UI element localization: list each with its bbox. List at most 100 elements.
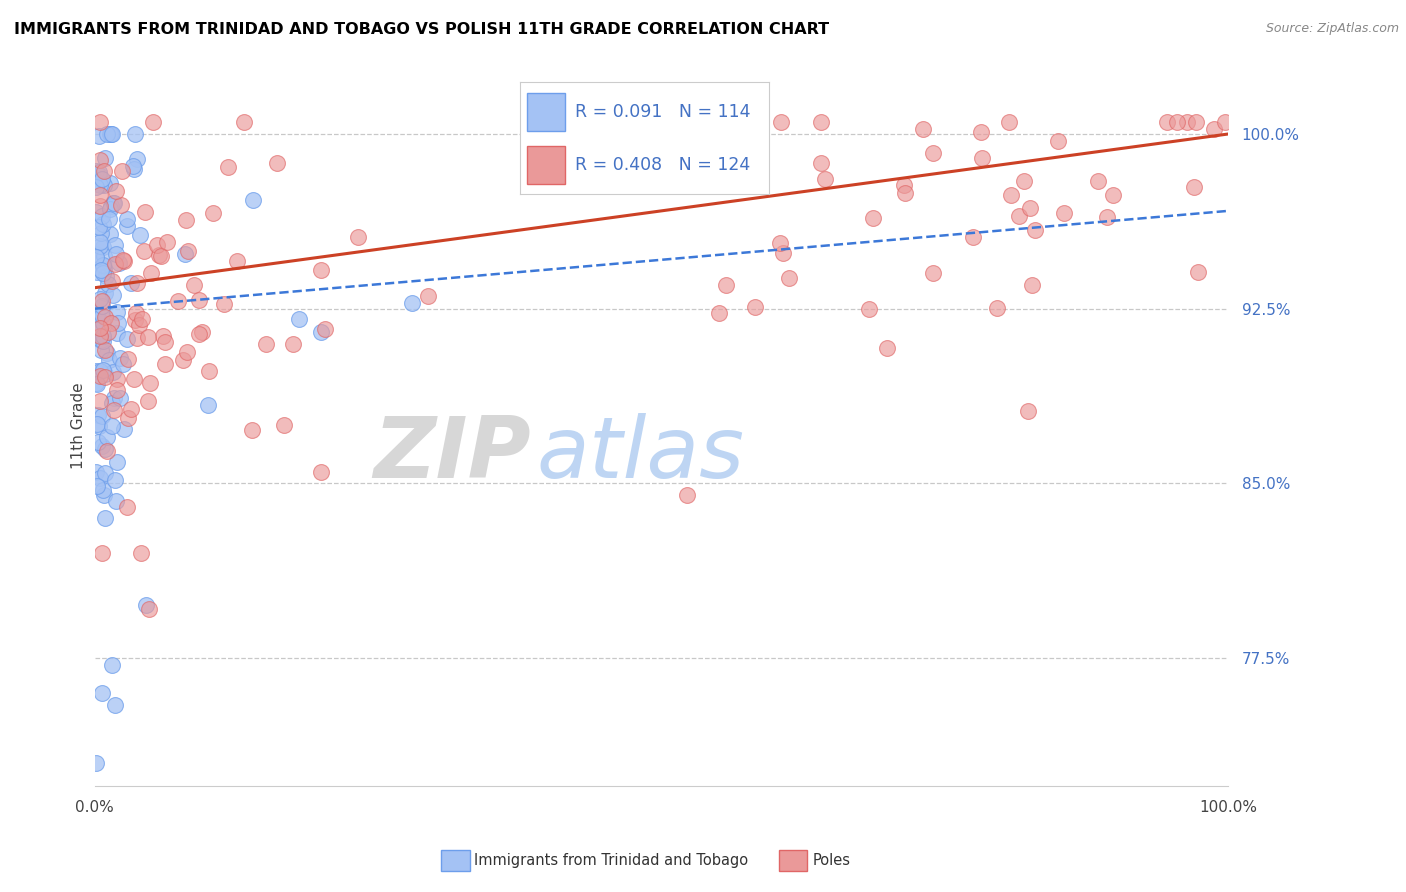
Point	[814, 171, 837, 186]
Point	[176, 344, 198, 359]
Point	[91, 334, 114, 348]
Point	[87, 408, 110, 422]
Point	[97, 277, 120, 291]
Point	[84, 465, 107, 479]
Point	[101, 396, 124, 410]
Point	[98, 353, 121, 368]
Point	[1166, 115, 1188, 129]
Point	[191, 326, 214, 340]
Point	[87, 128, 110, 143]
Point	[810, 115, 832, 129]
Point	[89, 321, 111, 335]
Point	[98, 211, 121, 226]
Point	[91, 308, 114, 322]
Point	[98, 227, 121, 242]
Point	[167, 294, 190, 309]
Point	[91, 440, 114, 454]
Point	[858, 302, 880, 317]
Point	[103, 195, 125, 210]
Point	[136, 330, 159, 344]
Point	[1000, 188, 1022, 202]
Point	[997, 115, 1019, 129]
Point	[91, 240, 114, 254]
Point	[89, 235, 111, 250]
Point	[309, 465, 332, 479]
Point	[183, 277, 205, 292]
Point	[84, 376, 107, 390]
Point	[104, 473, 127, 487]
Point	[188, 293, 211, 308]
Point	[89, 328, 111, 343]
Point	[93, 249, 115, 263]
Text: IMMIGRANTS FROM TRINIDAD AND TOBAGO VS POLISH 11TH GRADE CORRELATION CHART: IMMIGRANTS FROM TRINIDAD AND TOBAGO VS P…	[14, 22, 830, 37]
Point	[96, 429, 118, 443]
Point	[1024, 223, 1046, 237]
Point	[89, 188, 111, 202]
Point	[810, 155, 832, 169]
Point	[91, 258, 114, 272]
Point	[254, 336, 277, 351]
Point	[101, 419, 124, 434]
Point	[120, 401, 142, 416]
Point	[89, 364, 111, 378]
Point	[676, 488, 699, 502]
Point	[311, 263, 333, 277]
Point	[153, 334, 176, 349]
Point	[138, 602, 160, 616]
Point	[105, 326, 128, 341]
Point	[89, 115, 111, 129]
Point	[346, 230, 368, 244]
Point	[266, 156, 288, 170]
Point	[93, 442, 115, 456]
Point	[198, 364, 221, 378]
Point	[91, 217, 114, 231]
Point	[101, 274, 124, 288]
Point	[87, 165, 110, 179]
Point	[111, 252, 134, 267]
Point	[98, 176, 121, 190]
Point	[89, 470, 111, 484]
Point	[1021, 277, 1043, 292]
Point	[287, 311, 309, 326]
Point	[1182, 179, 1205, 194]
Point	[217, 160, 239, 174]
Point	[911, 121, 934, 136]
Point	[84, 205, 107, 219]
Point	[104, 256, 127, 270]
Point	[104, 698, 127, 712]
Point	[150, 249, 173, 263]
Point	[862, 211, 884, 225]
Point	[176, 213, 198, 227]
Point	[107, 316, 129, 330]
Point	[1087, 173, 1109, 187]
Point	[115, 500, 138, 514]
Point	[93, 467, 115, 481]
Point	[96, 346, 118, 360]
Point	[120, 276, 142, 290]
Point	[177, 244, 200, 259]
Point	[91, 686, 114, 700]
Point	[84, 250, 107, 264]
Point	[89, 178, 111, 192]
Point	[401, 296, 423, 310]
Point	[124, 127, 146, 141]
Text: Source: ZipAtlas.com: Source: ZipAtlas.com	[1265, 22, 1399, 36]
Point	[117, 411, 139, 425]
Point	[711, 160, 734, 174]
Point	[1202, 121, 1225, 136]
Point	[103, 392, 125, 406]
Point	[1053, 206, 1076, 220]
Point	[1102, 188, 1125, 202]
Point	[101, 288, 124, 302]
Point	[125, 152, 148, 166]
Point	[87, 435, 110, 450]
Point	[240, 424, 263, 438]
Point	[131, 311, 153, 326]
Point	[105, 383, 128, 397]
Point	[142, 115, 165, 129]
Point	[136, 393, 159, 408]
Point	[89, 219, 111, 234]
Point	[100, 127, 122, 141]
Point	[770, 115, 793, 129]
Point	[893, 178, 915, 193]
